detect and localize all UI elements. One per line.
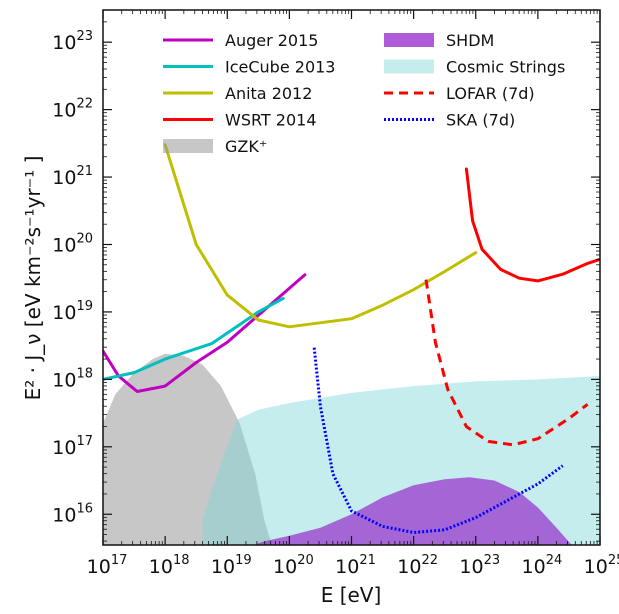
series-line-wsrt-2014 [464, 167, 600, 283]
legend-shdm-swatch [384, 33, 434, 47]
legend-cosmic-strings-label: Cosmic Strings [446, 58, 565, 77]
y-tick-label: 1020 [52, 231, 93, 256]
legend-auger-2015-label: Auger 2015 [225, 31, 318, 50]
series-line-auger-2015 [103, 273, 307, 393]
legend-layer: Auger 2015 IceCube 2013 Anita 2012 WSRT 201… [163, 31, 565, 156]
series-line-ska-7d [312, 347, 564, 534]
series-line-icecube-2013 [103, 296, 285, 381]
lines-layer [103, 143, 600, 534]
x-axis-title: E [eV] [321, 583, 382, 607]
x-tick-label: 1018 [149, 553, 190, 578]
x-tick-label: 1023 [459, 553, 500, 578]
x-tick-label: 1021 [335, 553, 376, 578]
legend-wsrt-2014-label: WSRT 2014 [225, 111, 317, 130]
series-line-anita-2012 [163, 143, 478, 329]
area-shdm [253, 477, 572, 545]
area-gzk [103, 353, 272, 545]
legend-shdm-label: SHDM [446, 31, 494, 50]
y-axis-title: E² · J_ν [eV km⁻²s⁻¹yr⁻¹ ] [21, 156, 45, 401]
areas-layer [103, 353, 600, 545]
legend-cosmic-strings-swatch [384, 59, 434, 74]
legend-icecube-2013-label: IceCube 2013 [225, 58, 335, 77]
legend-gzk-swatch [163, 139, 213, 153]
y-tick-label: 1017 [52, 434, 93, 459]
x-tick-label: 1022 [397, 553, 438, 578]
legend-anita-2012-label: Anita 2012 [225, 84, 312, 103]
y-tick-label: 1019 [52, 299, 93, 324]
y-tick-label: 1018 [52, 366, 93, 391]
legend-gzk-label: GZK⁺ [225, 137, 267, 156]
x-tick-label: 1025 [584, 553, 619, 578]
y-tick-label: 1023 [52, 29, 93, 54]
y-tick-label: 1021 [52, 164, 93, 189]
x-tick-label: 1019 [211, 553, 252, 578]
x-tick-label: 1020 [273, 553, 314, 578]
x-tick-label: 1024 [522, 553, 563, 578]
series-line-lofar-7d [424, 279, 589, 447]
y-tick-label: 1022 [52, 97, 93, 122]
legend-ska-7d-label: SKA (7d) [446, 111, 515, 130]
y-tick-label: 1016 [52, 501, 93, 526]
ticks-layer: 1017 1018 1019 1020 1021 1022 1023 1024 1025 1016… [52, 10, 619, 578]
legend-lofar-7d-label: LOFAR (7d) [446, 84, 535, 103]
x-tick-label: 1017 [87, 553, 128, 578]
